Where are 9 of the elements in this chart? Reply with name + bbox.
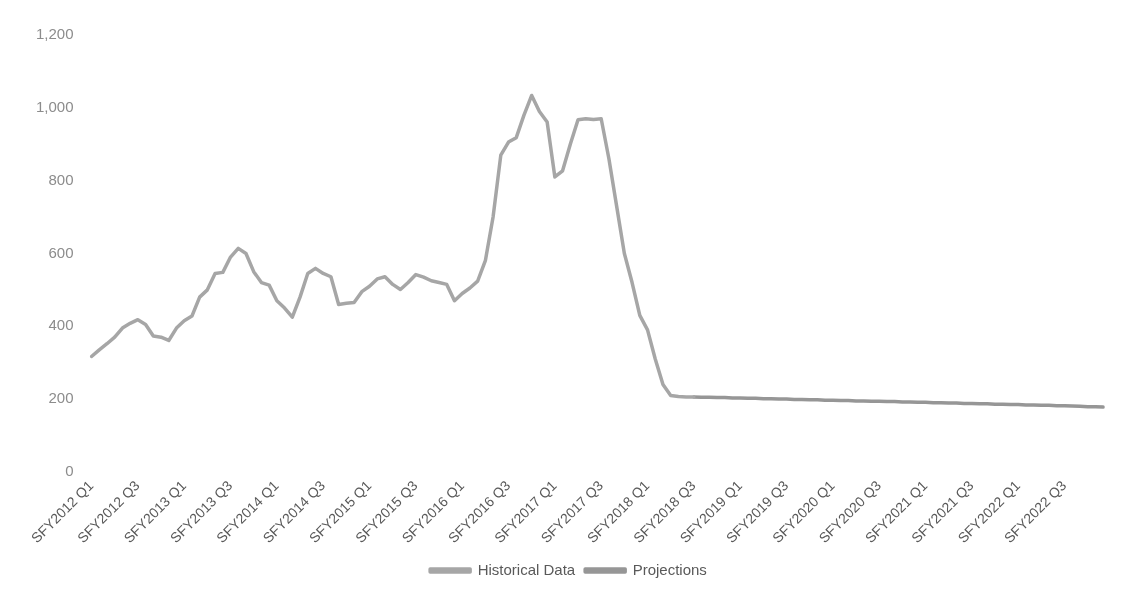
legend-label: Historical Data [477,560,576,578]
y-tick-label: 600 [48,243,74,261]
y-tick-label: 0 [65,462,74,480]
y-tick-label: 200 [48,389,74,407]
y-tick-label: 1,000 [35,97,74,115]
y-tick-label: 400 [48,316,74,334]
legend-label: Projections [632,560,707,578]
y-tick-label: 800 [48,170,74,188]
y-tick-label: 1,200 [35,25,74,43]
